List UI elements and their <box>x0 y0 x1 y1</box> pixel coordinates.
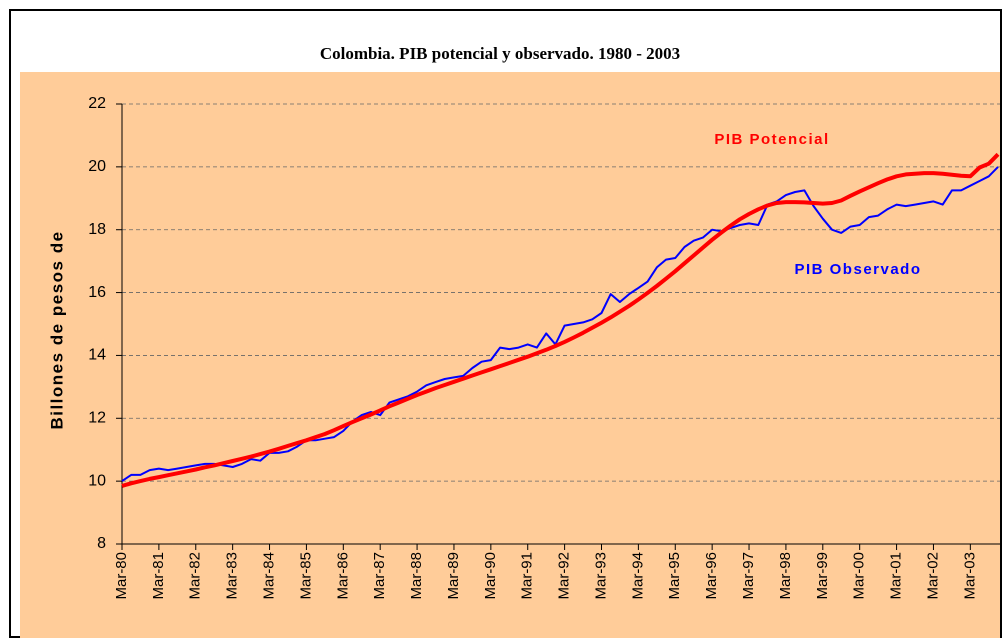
x-tick-label: Mar-84 <box>261 552 278 600</box>
y-tick-label: 18 <box>88 221 106 238</box>
y-tick-label: 10 <box>88 472 106 489</box>
x-tick-label: Mar-86 <box>334 552 351 600</box>
x-tick-label: Mar-01 <box>888 552 905 600</box>
x-tick-label: Mar-80 <box>113 552 130 600</box>
x-tick-label: Mar-99 <box>814 552 831 600</box>
x-tick-label: Mar-89 <box>445 552 462 600</box>
y-tick-label: 20 <box>88 158 106 175</box>
x-tick-label: Mar-82 <box>187 552 204 600</box>
x-tick-label: Mar-83 <box>224 552 241 600</box>
x-tick-label: Mar-96 <box>703 552 720 600</box>
y-tick-label: 8 <box>97 535 106 552</box>
series-line <box>121 166 999 482</box>
x-tick-label: Mar-97 <box>740 552 757 600</box>
x-tick-label: Mar-90 <box>482 552 499 600</box>
x-tick-label: Mar-87 <box>371 552 388 600</box>
x-tick-label: Mar-03 <box>961 552 978 600</box>
x-tick-label: Mar-91 <box>519 552 536 600</box>
series-label: PIB Potencial <box>714 131 829 148</box>
x-tick-label: Mar-02 <box>924 552 941 600</box>
y-axis-label: Billones de pesos de <box>47 230 66 429</box>
chart-title: Colombia. PIB potencial y observado. 198… <box>320 44 680 63</box>
y-tick-label: 16 <box>88 284 106 301</box>
x-tick-label: Mar-94 <box>629 552 646 600</box>
x-tick-label: Mar-92 <box>556 552 573 600</box>
series-label: PIB Observado <box>794 261 921 278</box>
x-tick-label: Mar-88 <box>408 552 425 600</box>
x-tick-label: Mar-98 <box>777 552 794 600</box>
y-tick-label: 12 <box>88 410 106 427</box>
x-tick-label: Mar-93 <box>592 552 609 600</box>
series-line <box>121 152 1000 488</box>
x-tick-label: Mar-85 <box>297 552 314 600</box>
y-tick-label: 22 <box>88 95 106 112</box>
y-tick-label: 14 <box>88 347 106 364</box>
x-tick-label: Mar-95 <box>666 552 683 600</box>
x-tick-label: Mar-81 <box>150 552 167 600</box>
x-tick-label: Mar-00 <box>851 552 868 600</box>
